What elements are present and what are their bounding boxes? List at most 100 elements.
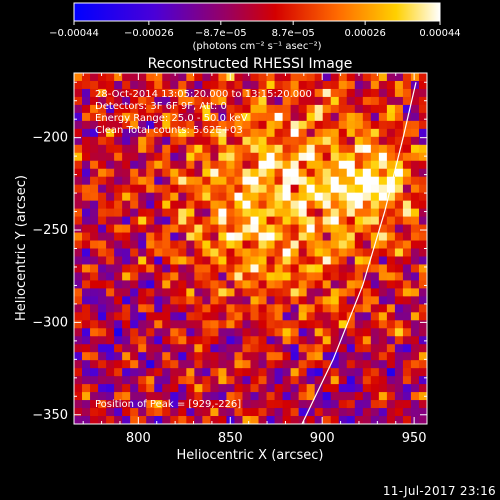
heatmap-cell [242,168,251,178]
heatmap-cell [410,144,420,154]
heatmap-cell [130,280,139,289]
colorbar-unit-label: (photons cm⁻² s⁻¹ asec⁻²) [192,41,321,52]
heatmap-cell [162,304,171,313]
heatmap-cell [386,320,396,329]
heatmap-cell [274,168,283,178]
heatmap-cell [290,328,300,337]
heatmap-cell [402,96,412,106]
heatmap-cell [74,416,83,424]
heatmap-cell [290,288,300,297]
heatmap-cell [354,152,364,162]
heatmap-cell [306,416,316,424]
heatmap-cell [106,248,115,257]
heatmap-cell [82,248,91,257]
heatmap-cell [74,360,83,369]
heatmap-cell [362,360,372,369]
heatmap-cell [378,272,388,281]
heatmap-cell [330,288,340,297]
heatmap-cell [370,73,380,82]
heatmap-cell [362,208,372,217]
heatmap-cell [130,360,139,369]
heatmap-cell [290,400,300,409]
heatmap-cell [114,104,123,114]
heatmap-cell [90,144,99,154]
heatmap-cell [234,176,243,186]
heatmap-cell [330,408,340,417]
heatmap-cell [90,376,99,385]
heatmap-cell [106,184,115,194]
heatmap-cell [146,176,155,186]
heatmap-cell [90,232,99,241]
heatmap-cell [82,320,91,329]
heatmap-cell [410,376,420,385]
heatmap-cell [210,240,219,249]
heatmap-cell [138,128,147,138]
heatmap-cell [402,224,412,233]
heatmap-cell [330,80,340,90]
heatmap-cell [106,360,115,369]
heatmap-cell [234,208,243,217]
heatmap-cell [210,73,219,82]
heatmap-cell [250,104,259,114]
heatmap-cell [394,200,404,210]
heatmap-cell [98,128,107,138]
heatmap-cell [114,176,123,186]
heatmap-cell [362,224,372,233]
heatmap-cell [298,416,308,424]
heatmap-cell [114,80,123,90]
heatmap-cell [202,328,211,337]
heatmap-cell [346,128,356,138]
heatmap-cell [210,368,219,377]
heatmap-cell [402,248,412,257]
heatmap-cell [266,312,275,321]
heatmap-cell [194,264,203,273]
heatmap-cell [362,73,372,82]
heatmap-cell [282,112,292,122]
heatmap-cell [330,176,340,186]
heatmap-cell [154,400,163,409]
heatmap-cell [250,408,259,417]
heatmap-cell [82,128,91,138]
heatmap-cell [418,96,427,106]
heatmap-cell [154,160,163,170]
heatmap-cell [298,376,308,385]
heatmap-cell [130,328,139,337]
heatmap-cell [122,112,131,122]
heatmap-cell [210,152,219,162]
heatmap-cell [290,376,300,385]
heatmap-cell [82,416,91,424]
heatmap-cell [378,280,388,289]
heatmap-cell [290,240,300,249]
heatmap-cell [330,280,340,289]
heatmap-cell [306,360,316,369]
heatmap-cell [210,328,219,337]
heatmap-cell [314,192,324,202]
heatmap-cell [74,128,83,138]
heatmap-cell [74,80,83,90]
heatmap-cell [370,96,380,106]
heatmap-cell [186,120,195,130]
heatmap-cell [298,312,308,321]
heatmap-cell [314,344,324,353]
heatmap-cell [202,144,211,154]
heatmap-cell [346,368,356,377]
heatmap-cell [314,240,324,249]
heatmap-cell [306,128,316,138]
heatmap-cell [314,136,324,146]
heatmap-cell [274,208,283,217]
heatmap-cell [386,272,396,281]
heatmap-cell [146,288,155,297]
heatmap-cell [306,184,316,194]
heatmap-cell [98,264,107,273]
heatmap-cell [330,224,340,233]
heatmap-cell [402,408,412,417]
heatmap-cell [370,336,380,345]
heatmap-cell [122,176,131,186]
heatmap-cell [250,288,259,297]
heatmap-cell [226,144,235,154]
heatmap-cell [82,160,91,170]
heatmap-cell [394,336,404,345]
heatmap-cell [362,200,372,210]
heatmap-cell [306,344,316,353]
heatmap-cell [402,400,412,409]
